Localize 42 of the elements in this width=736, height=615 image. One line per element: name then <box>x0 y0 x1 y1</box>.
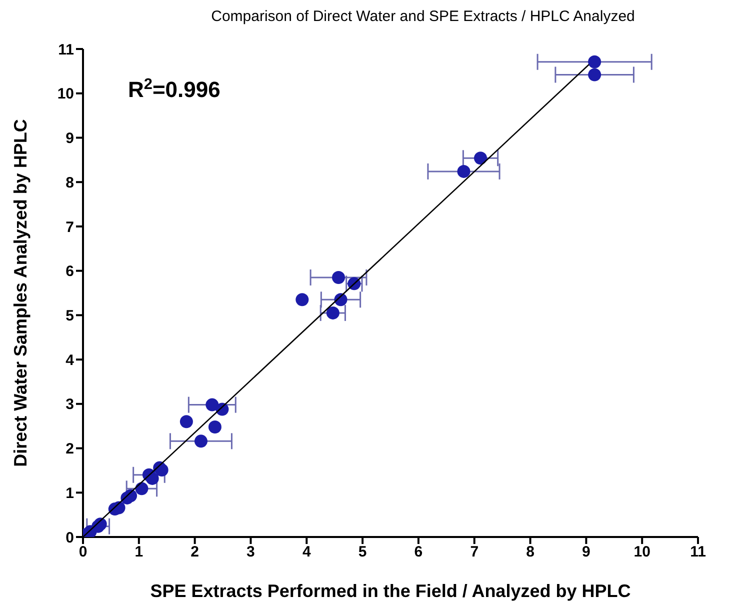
point <box>326 306 340 320</box>
point <box>194 434 208 448</box>
x-tick-label: 0 <box>78 544 88 561</box>
y-tick-label: 10 <box>57 86 74 103</box>
y-tick-label: 0 <box>66 529 74 546</box>
point <box>208 420 222 434</box>
point <box>588 68 602 82</box>
x-tick-label: 10 <box>634 544 650 561</box>
x-tick-label: 9 <box>582 544 590 561</box>
y-tick-label: 3 <box>66 396 74 414</box>
x-tick-label: 3 <box>246 544 255 561</box>
x-tick-label: 4 <box>302 544 312 561</box>
point <box>474 152 488 165</box>
y-tick-label: 8 <box>66 174 74 192</box>
point <box>332 270 346 284</box>
y-tick-label: 7 <box>66 218 74 236</box>
y-tick-label: 5 <box>66 308 74 325</box>
point <box>146 472 159 485</box>
y-axis-title: Direct Water Samples Analyzed by HPLC <box>10 119 30 467</box>
x-tick-label: 11 <box>690 544 706 561</box>
y-tick-label: 11 <box>58 41 74 58</box>
x-tick-label: 6 <box>414 544 423 561</box>
y-tick-label: 9 <box>66 130 74 148</box>
point <box>296 293 309 306</box>
y-tick-label: 1 <box>66 484 74 502</box>
y-tick-label: 6 <box>66 263 74 280</box>
point <box>457 164 470 178</box>
point <box>206 398 219 412</box>
point <box>180 415 193 428</box>
x-tick-label: 8 <box>526 544 534 561</box>
point <box>135 482 148 496</box>
x-tick-label: 1 <box>134 544 144 561</box>
y-tick-label: 2 <box>66 440 74 458</box>
x-tick-label: 7 <box>470 544 479 561</box>
x-tick-label: 5 <box>358 544 367 561</box>
annotation: R$^{2}$=0.996 <box>128 76 220 102</box>
point <box>588 55 602 68</box>
point <box>155 464 168 477</box>
chart-title: Comparison of Direct Water and SPE Extracts / HPLC Analyzed <box>210 8 636 25</box>
x-axis-title: SPE Extracts Performed in the Field / Analyzed by HPLC <box>150 581 631 601</box>
x-tick-label: 2 <box>190 544 199 561</box>
y-tick-label: 4 <box>66 352 75 369</box>
